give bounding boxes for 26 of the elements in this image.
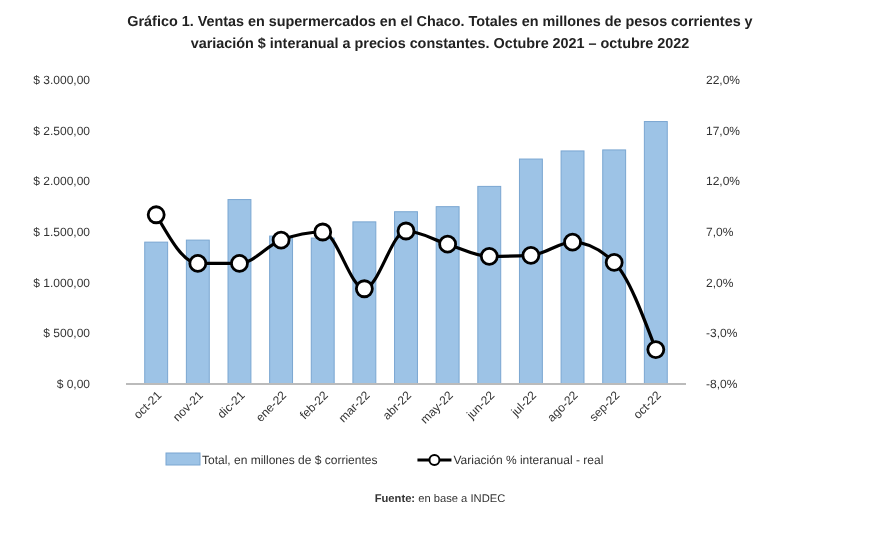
bar xyxy=(435,206,460,385)
bar xyxy=(394,211,418,385)
bar xyxy=(477,185,502,385)
point xyxy=(146,205,166,225)
bar xyxy=(560,150,585,385)
point xyxy=(313,222,333,242)
bar xyxy=(185,239,210,385)
point xyxy=(396,221,416,241)
point xyxy=(479,246,499,266)
bar xyxy=(643,121,668,385)
point xyxy=(230,254,249,273)
point xyxy=(563,232,582,252)
point xyxy=(604,253,624,272)
bar xyxy=(602,149,627,385)
point xyxy=(271,230,291,250)
point xyxy=(521,245,541,265)
point xyxy=(646,340,666,359)
point xyxy=(188,254,208,273)
point xyxy=(354,279,374,299)
bar xyxy=(352,221,377,385)
bar xyxy=(310,237,335,385)
bar xyxy=(144,241,169,385)
bar xyxy=(227,199,252,385)
bar xyxy=(518,158,543,385)
bar xyxy=(269,235,294,385)
point xyxy=(438,234,458,254)
